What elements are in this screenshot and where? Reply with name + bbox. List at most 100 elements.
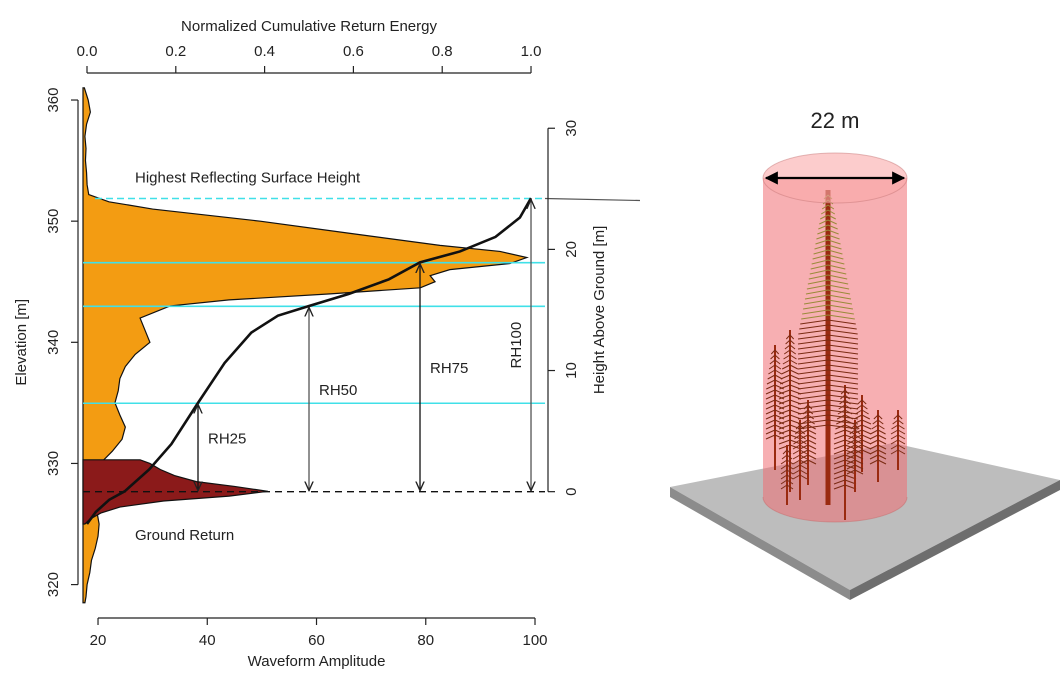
cylinder-body xyxy=(763,178,907,522)
x2-axis-title: Normalized Cumulative Return Energy xyxy=(181,18,437,35)
tree-branch xyxy=(765,429,785,435)
tree-branch xyxy=(869,459,887,465)
tree-branch xyxy=(785,339,795,345)
y2-axis-title: Height Above Ground [m] xyxy=(591,226,608,394)
x2-tick-label: 0.8 xyxy=(432,43,453,60)
tree-branch xyxy=(793,439,807,445)
tree-branch xyxy=(768,364,782,370)
x-tick-label: 80 xyxy=(417,632,434,649)
x-tick-label: 100 xyxy=(522,632,547,649)
tree-branch xyxy=(765,394,785,400)
tree-branch xyxy=(808,274,848,280)
tree-branch xyxy=(784,344,796,350)
x2-tick-label: 0.4 xyxy=(254,43,275,60)
tree-branch xyxy=(803,299,853,305)
tree-branch xyxy=(869,444,887,450)
x2-tick-label: 1.0 xyxy=(521,43,542,60)
x-tick-label: 40 xyxy=(199,632,216,649)
tree-branch xyxy=(819,219,837,225)
tree-branch xyxy=(799,324,857,330)
tree-branch xyxy=(803,304,853,310)
tree-branch xyxy=(890,449,906,455)
tree-branch xyxy=(797,399,859,405)
tree-branch xyxy=(782,359,798,365)
rh-label: RH50 xyxy=(319,382,357,399)
tree-branch xyxy=(805,289,851,295)
waveform-chart: Highest Reflecting Surface Height RH25 RH5… xyxy=(13,18,641,670)
tree-branch xyxy=(781,454,793,460)
tree-branch xyxy=(892,419,904,425)
tree-branch xyxy=(797,364,859,370)
tree-branch xyxy=(890,434,906,440)
y-tick-label: 350 xyxy=(45,209,62,234)
tree-branch xyxy=(818,224,838,230)
y-tick-label: 340 xyxy=(45,330,62,355)
ground-return-label: Ground Return xyxy=(135,527,234,544)
tree-branch xyxy=(890,429,906,435)
cumulative-energy-line xyxy=(85,197,533,525)
tree-branch xyxy=(807,279,849,285)
highest-surface-label: Highest Reflecting Surface Height xyxy=(135,169,361,186)
tree-branch xyxy=(798,329,858,335)
tree-branch xyxy=(792,449,808,455)
tree-branch xyxy=(869,439,887,445)
x2-tick-label: 0.0 xyxy=(77,43,98,60)
tree-branch xyxy=(797,359,859,365)
tree-branch xyxy=(778,409,802,415)
tree-branch xyxy=(778,414,802,420)
tree-branch xyxy=(766,379,784,385)
tree-branch xyxy=(792,469,808,475)
y2-tick-label: 0 xyxy=(563,488,580,496)
tree-branch xyxy=(869,449,887,455)
tree-branch xyxy=(797,344,859,350)
tree-branch xyxy=(765,399,785,405)
tree-branch xyxy=(780,464,794,470)
tree-branch xyxy=(770,354,780,360)
tree-branch xyxy=(792,474,808,480)
tree-branch xyxy=(767,374,783,380)
tree-branch xyxy=(797,414,859,420)
tree-branch xyxy=(891,424,905,430)
tree-branch xyxy=(869,454,887,460)
tree-branch xyxy=(872,419,884,425)
tree-branch xyxy=(765,389,785,395)
tree-branch xyxy=(792,444,808,450)
tree-branch xyxy=(765,434,785,440)
tree-branch xyxy=(768,369,782,375)
tree-branch xyxy=(778,389,802,395)
tree-branch xyxy=(765,419,785,425)
tree-branch xyxy=(816,234,840,240)
tree-branch xyxy=(765,424,785,430)
diameter-label: 22 m xyxy=(811,108,860,133)
tree-branch xyxy=(871,424,885,430)
cylinder-bottom xyxy=(762,496,908,523)
tree-branch xyxy=(806,284,850,290)
tree-branch xyxy=(797,349,859,355)
tree-branch xyxy=(766,384,784,390)
tree-branch xyxy=(778,394,802,400)
tree-branch xyxy=(814,244,842,250)
tree-branch xyxy=(846,464,864,470)
x2-tick-label: 0.6 xyxy=(343,43,364,60)
tree-branch xyxy=(780,469,794,475)
tree-branch xyxy=(778,404,802,410)
leader-line xyxy=(544,197,641,202)
y2-tick-label: 20 xyxy=(563,241,580,258)
tree-branch xyxy=(893,414,903,420)
tree-branch xyxy=(778,399,802,405)
tree-branch xyxy=(870,429,886,435)
tree-branch xyxy=(815,239,841,245)
tree-branch xyxy=(783,354,797,360)
tree-branch xyxy=(794,434,806,440)
tree-branch xyxy=(765,414,785,420)
tree-branch xyxy=(792,459,808,465)
tree-branch xyxy=(797,334,859,340)
tree-branch xyxy=(821,204,835,210)
waveform-area xyxy=(82,87,529,604)
tree-branch xyxy=(846,459,864,465)
rh-label: RH25 xyxy=(208,430,246,447)
x2-tick-label: 0.2 xyxy=(165,43,186,60)
tree-branch xyxy=(797,354,859,360)
